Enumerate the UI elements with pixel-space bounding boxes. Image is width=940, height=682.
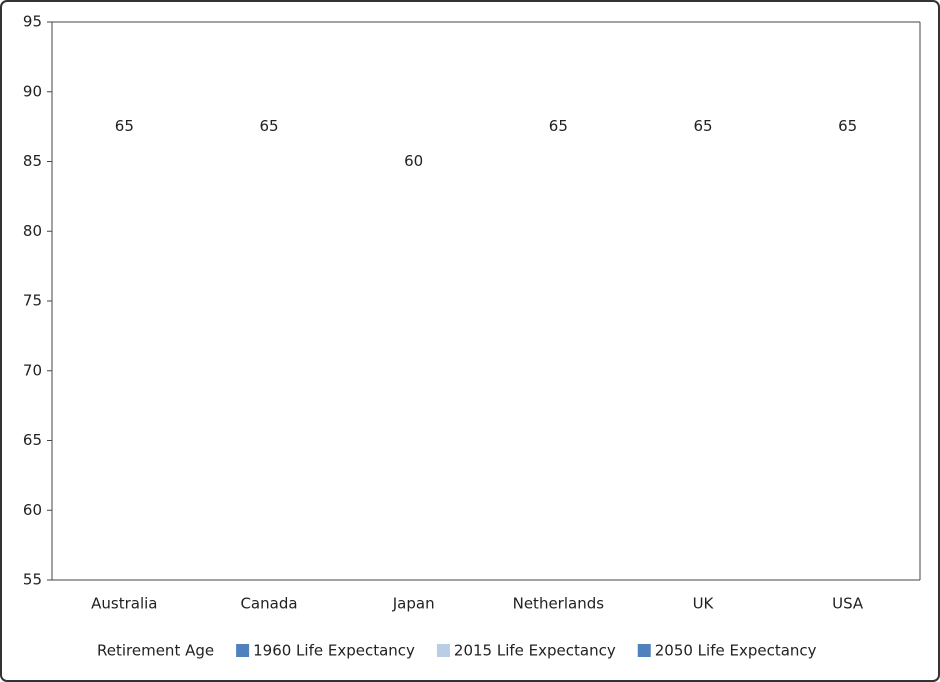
y-tick-label: 70 xyxy=(23,361,42,379)
legend-swatch xyxy=(637,644,651,657)
data-label: 65 xyxy=(259,117,278,135)
y-tick-label: 55 xyxy=(23,571,42,589)
x-tick-label: Japan xyxy=(392,595,435,613)
y-tick-label: 90 xyxy=(23,82,42,100)
legend-swatch xyxy=(436,644,450,657)
legend-label: 1960 Life Expectancy xyxy=(253,642,415,660)
data-label: 65 xyxy=(115,117,134,135)
data-label: 65 xyxy=(838,117,857,135)
x-tick-label: Netherlands xyxy=(513,595,605,613)
y-tick-label: 75 xyxy=(23,292,42,310)
data-label: 65 xyxy=(549,117,568,135)
legend-label: Retirement Age xyxy=(97,642,214,660)
x-tick-label: USA xyxy=(832,595,864,613)
data-label: 65 xyxy=(693,117,712,135)
data-label: 60 xyxy=(404,152,423,170)
x-tick-label: Australia xyxy=(91,595,157,613)
y-tick-label: 60 xyxy=(23,501,42,519)
legend-label: 2015 Life Expectancy xyxy=(454,642,616,660)
y-tick-label: 85 xyxy=(23,152,42,170)
x-tick-label: Canada xyxy=(240,595,297,613)
y-tick-label: 80 xyxy=(23,222,42,240)
x-tick-label: UK xyxy=(693,595,715,613)
legend-label: 2050 Life Expectancy xyxy=(655,642,817,660)
legend-swatch xyxy=(236,644,250,657)
y-tick-label: 65 xyxy=(23,431,42,449)
y-tick-label: 95 xyxy=(23,13,42,31)
